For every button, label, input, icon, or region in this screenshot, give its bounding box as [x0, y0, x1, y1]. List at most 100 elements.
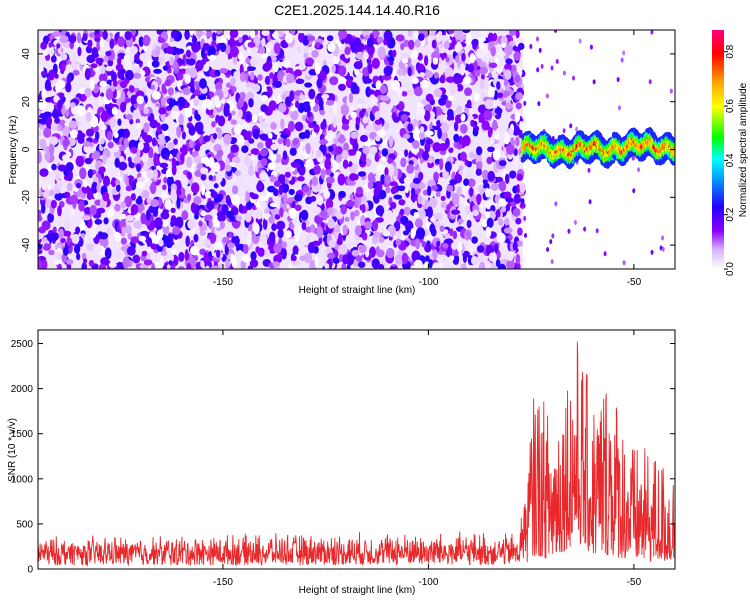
spectrogram-cell	[325, 112, 331, 119]
spectrogram-cell	[252, 222, 259, 233]
spectrogram-cell	[143, 107, 149, 115]
spectrogram-cell	[297, 102, 305, 114]
spectrogram-cell	[445, 76, 456, 83]
spectrogram-cell	[360, 153, 367, 163]
spectrogram-cell	[279, 207, 284, 218]
spectrogram-cell	[289, 90, 294, 102]
spectrogram-cell	[519, 182, 526, 193]
spectrogram-cell	[149, 119, 159, 129]
spectrogram-cell	[273, 243, 282, 254]
spectrogram-cell	[346, 200, 355, 207]
spectrogram-cell	[484, 78, 489, 90]
spectrogram-cell	[187, 219, 196, 230]
spectrogram-cell	[55, 251, 62, 261]
spectrogram-cell	[516, 173, 524, 182]
spectrogram-cell	[503, 227, 513, 234]
spectrogram-cell	[359, 134, 368, 143]
spectrogram-cell	[477, 253, 486, 263]
spectrogram-cell	[38, 131, 42, 137]
spectrogram-cell	[186, 262, 192, 269]
spectrogram-cell	[538, 47, 542, 53]
spectrogram-cell	[177, 141, 183, 148]
spectrogram-cell	[162, 184, 167, 191]
spectrogram-cell	[364, 221, 373, 230]
spectrogram-cell	[59, 215, 67, 221]
spectrogram-cell	[84, 157, 93, 165]
spectrogram-cell	[99, 80, 108, 88]
spectrogram-cell	[259, 148, 269, 157]
spectrogram-cell	[301, 221, 307, 231]
spectrogram-cell	[479, 78, 485, 90]
spectrogram-cell	[366, 44, 375, 56]
spectrogram-cell	[231, 156, 241, 164]
spectrogram-cell	[267, 132, 273, 140]
spectrogram-cell	[221, 204, 229, 215]
spectrogram-cell	[486, 217, 494, 228]
spectrogram-cell	[208, 174, 213, 181]
spectrogram-cell	[495, 66, 503, 75]
spectrogram-cell	[49, 136, 59, 146]
spectrogram-cell	[226, 210, 234, 219]
spectrogram-cell	[398, 199, 406, 206]
spectrogram-cell	[299, 255, 307, 261]
spectrogram-cell	[238, 134, 245, 145]
spectrogram-cell	[401, 58, 408, 64]
spectrogram-cell	[322, 118, 327, 129]
spectrogram-cell	[294, 121, 304, 132]
spectrogram-cell	[338, 30, 348, 40]
spectrogram-cell	[376, 163, 386, 175]
spectrogram-cell	[504, 44, 513, 56]
spectrogram-cell	[241, 145, 249, 153]
spectrogram-cell	[206, 200, 215, 211]
spectrogram-cell	[151, 137, 157, 147]
spectrogram-cell	[226, 199, 232, 206]
spectrogram-cell	[313, 124, 320, 133]
spectrogram-cell	[489, 53, 496, 65]
spectrogram-cell	[237, 250, 243, 257]
spectrogram-cell	[337, 173, 346, 186]
spectrogram-cell	[216, 30, 222, 35]
spectrogram-cell	[262, 62, 271, 72]
spectrogram-cell	[402, 133, 411, 139]
spectrogram-cell	[84, 87, 93, 98]
spectrogram-cell	[392, 128, 402, 138]
spectrogram-cell	[38, 258, 42, 269]
spectrogram-cell	[184, 249, 189, 262]
spectrogram-cell	[135, 118, 141, 125]
spectrogram-cell	[285, 230, 292, 239]
spectrogram-cell	[389, 164, 395, 177]
spectrogram-cell	[157, 137, 166, 146]
spectrogram-cell	[357, 171, 366, 177]
spectrogram-cell	[356, 97, 366, 104]
spectrogram-cell	[459, 36, 465, 42]
spectrogram-cell	[102, 175, 111, 187]
spectrogram-cell	[212, 132, 218, 140]
spectrogram-cell	[338, 65, 347, 77]
spectrogram-cell	[412, 177, 421, 184]
spectrogram-cell	[161, 83, 166, 93]
spectrogram-cell	[54, 73, 59, 79]
spectrogram-cell	[100, 257, 110, 266]
spectrogram-cell	[469, 186, 474, 197]
spectrogram-cell	[98, 263, 107, 269]
spectrogram-cell	[417, 208, 426, 220]
spectrogram-cell	[303, 44, 309, 52]
spectrogram-cell	[267, 162, 276, 171]
spectrogram-cell	[251, 232, 257, 244]
spectrogram-cell	[524, 233, 528, 239]
spectrogram-cell	[550, 259, 554, 265]
spectrogram-cell	[149, 182, 157, 195]
spectrogram-cell	[150, 199, 160, 208]
spectrogram-cell	[195, 83, 201, 91]
spectrogram-cell	[504, 63, 513, 71]
spectrogram-cell	[90, 63, 98, 69]
spectrogram-cell	[307, 35, 316, 42]
spectrogram-cell	[304, 82, 313, 88]
spectrogram-cell	[156, 122, 162, 134]
spectrogram-cell	[272, 31, 279, 40]
spectrogram-cell	[94, 218, 103, 225]
spectrogram-cell	[282, 60, 291, 68]
spectrogram-cell	[376, 36, 384, 44]
spectrogram-cell	[327, 207, 334, 215]
spectrogram-cell	[487, 146, 495, 153]
